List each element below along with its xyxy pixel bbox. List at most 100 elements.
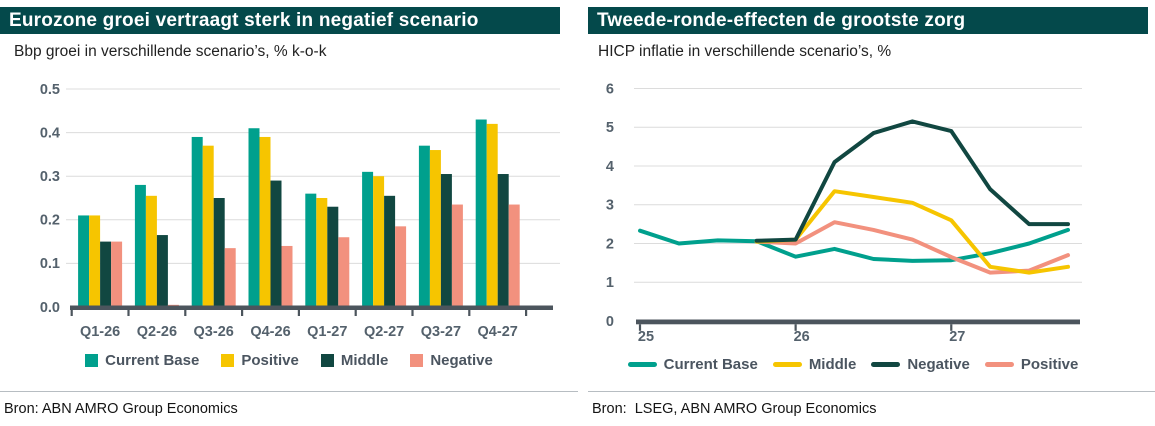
- legend-swatch: [984, 362, 1014, 367]
- hicp-source-note: Bron: LSEG, ABN AMRO Group Economics: [588, 391, 1155, 417]
- x-tick-label: Q3-26: [194, 324, 234, 340]
- x-axis-tick: [525, 310, 528, 316]
- x-axis-tick: [70, 310, 73, 316]
- y-tick-label: 0.2: [40, 213, 60, 229]
- hicp-inflation-panel: Tweede-ronde-effecten de grootste zorg H…: [588, 0, 1155, 426]
- x-tick-label: Q1-27: [307, 324, 347, 340]
- legend-item-middle: Middle: [320, 352, 389, 369]
- bar-middle: [270, 180, 282, 307]
- gdp-source-note: Bron: ABN AMRO Group Economics: [0, 391, 578, 417]
- hicp-chart-legend: Current Base Middle Negative Positive: [588, 356, 1118, 373]
- x-axis-tick: [184, 310, 187, 316]
- bar-middle: [497, 174, 509, 307]
- bar-negative: [338, 237, 350, 307]
- legend-item-positive: Positive: [221, 352, 299, 369]
- y-tick-label: 0.3: [40, 169, 60, 185]
- x-axis-tick: [241, 310, 244, 316]
- x-tick-label: 26: [794, 329, 810, 345]
- x-tick-label: 25: [638, 329, 654, 345]
- bar-middle: [327, 206, 339, 307]
- x-axis-tick: [354, 310, 357, 316]
- bar-current-base: [191, 136, 203, 307]
- y-tick-label: 4: [606, 159, 614, 175]
- bar-middle: [440, 174, 452, 307]
- bar-negative: [281, 245, 293, 307]
- x-tick-label: Q3-27: [421, 324, 461, 340]
- legend-swatch: [410, 354, 424, 367]
- x-tick-label: Q2-26: [137, 324, 177, 340]
- legend-item-middle: Middle: [772, 356, 857, 373]
- bar-negative: [111, 241, 123, 307]
- bar-negative: [451, 204, 463, 307]
- bar-positive: [145, 195, 157, 307]
- bar-negative: [395, 226, 407, 307]
- hicp-panel-title: Tweede-ronde-effecten de grootste zorg: [588, 7, 1148, 34]
- bar-middle: [156, 235, 168, 307]
- legend-swatch: [627, 362, 657, 367]
- hicp-panel-title-text: Tweede-ronde-effecten de grootste zorg: [597, 9, 966, 31]
- legend-label: Negative: [907, 356, 970, 373]
- gdp-panel-title: Eurozone groei vertraagt sterk in negati…: [0, 7, 560, 34]
- x-axis-line: [70, 305, 553, 310]
- series-lines: [638, 119, 1070, 275]
- legend-label: Middle: [340, 352, 389, 369]
- bar-current-base: [78, 215, 90, 307]
- y-tick-label: 2: [606, 236, 614, 252]
- bar-middle: [213, 198, 225, 307]
- gdp-panel-title-text: Eurozone groei vertraagt sterk in negati…: [9, 9, 479, 31]
- y-tick-label: 5: [606, 120, 614, 136]
- x-axis-tick: [411, 310, 414, 316]
- bar-positive: [373, 176, 385, 307]
- bars: [78, 119, 520, 308]
- gdp-panel-subtitle: Bbp groei in verschillende scenario’s, %…: [14, 43, 327, 60]
- legend-label: Negative: [430, 352, 493, 369]
- bar-middle: [384, 195, 396, 307]
- x-axis-line: [636, 319, 1080, 325]
- y-tick-label: 3: [606, 198, 614, 214]
- legend-label: Positive: [1020, 356, 1079, 373]
- legend-swatch: [871, 362, 901, 367]
- x-axis-tick: [638, 324, 642, 331]
- legend-swatch: [772, 362, 802, 367]
- gridlines: [634, 88, 1082, 283]
- legend-label: Positive: [241, 352, 299, 369]
- legend-label: Middle: [808, 356, 857, 373]
- legend-item-positive: Positive: [984, 356, 1079, 373]
- bar-negative: [224, 248, 236, 307]
- bar-positive: [202, 145, 214, 307]
- legend-item-current-base: Current Base: [627, 356, 758, 373]
- x-axis-tick: [950, 324, 953, 331]
- gdp-chart-legend: Current Base Positive Middle Negative: [0, 352, 578, 369]
- y-axis-labels: 0.0 0.1 0.2 0.3 0.4 0.5: [40, 82, 60, 316]
- x-axis-labels: Q1-26 Q2-26 Q3-26 Q4-26 Q1-27 Q2-27 Q3-27 Q4-27: [80, 324, 518, 340]
- gdp-growth-panel: Eurozone groei vertraagt sterk in negati…: [0, 7, 578, 417]
- bar-positive: [429, 150, 441, 307]
- x-tick-label: 27: [949, 329, 965, 345]
- bar-current-base: [475, 119, 487, 308]
- bar-middle: [100, 241, 112, 307]
- bar-positive: [259, 136, 271, 307]
- y-tick-label: 0.0: [40, 300, 60, 316]
- legend-swatch: [85, 354, 99, 367]
- y-axis-labels: 0 1 2 3 4 5 6: [606, 81, 614, 330]
- x-tick-label: Q4-26: [250, 324, 290, 340]
- legend-item-negative: Negative: [871, 356, 970, 373]
- bar-current-base: [362, 171, 374, 307]
- x-axis-labels: 25 26 27: [638, 329, 965, 345]
- x-axis-tick: [127, 310, 130, 316]
- bar-positive: [486, 123, 498, 307]
- bar-negative: [508, 204, 520, 307]
- hicp-panel-subtitle: HICP inflatie in verschillende scenario’…: [598, 43, 892, 60]
- bar-positive: [316, 198, 328, 307]
- legend-item-current-base: Current Base: [85, 352, 199, 369]
- bar-current-base: [248, 128, 260, 307]
- y-tick-label: 0.4: [40, 125, 60, 141]
- line-current-base: [638, 227, 1070, 263]
- y-tick-label: 0: [606, 314, 614, 330]
- legend-swatch: [221, 354, 235, 367]
- legend-swatch: [320, 354, 334, 367]
- y-tick-label: 0.5: [40, 82, 60, 98]
- y-tick-label: 6: [606, 81, 614, 97]
- x-tick-label: Q1-26: [80, 324, 120, 340]
- x-axis-tick: [297, 310, 300, 316]
